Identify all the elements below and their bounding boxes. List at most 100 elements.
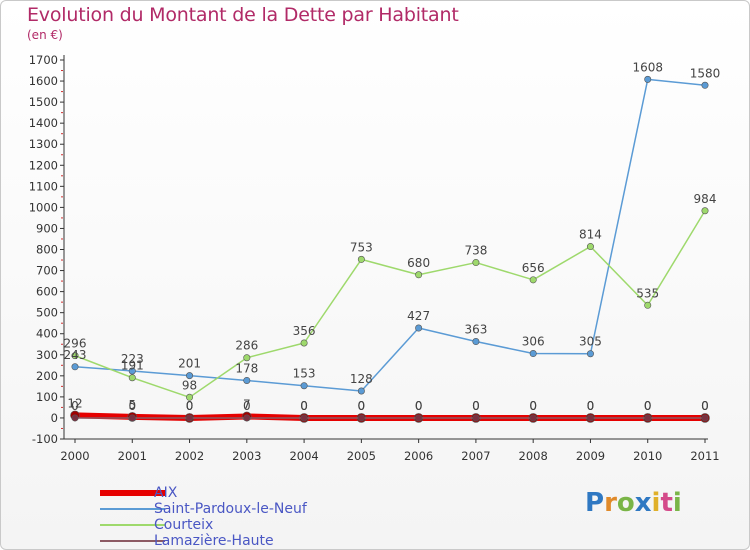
data-point [415, 324, 423, 332]
data-label: 306 [522, 335, 545, 349]
data-label: 1608 [632, 60, 663, 74]
data-point [472, 414, 480, 422]
y-tick-label: 1500 [29, 95, 58, 109]
data-label: 356 [293, 324, 316, 338]
x-tick-label: 2005 [347, 449, 376, 463]
logo-letter: i [651, 488, 661, 518]
data-point [186, 372, 194, 380]
data-label: 0 [358, 399, 366, 413]
data-label: 0 [415, 399, 423, 413]
y-tick-label: 500 [36, 306, 58, 320]
data-label: 0 [186, 399, 194, 413]
y-tick-label: 700 [36, 264, 58, 278]
data-label: 153 [293, 367, 316, 381]
x-tick-label: 2011 [690, 449, 719, 463]
data-point [415, 414, 423, 422]
data-label: 656 [522, 261, 545, 275]
x-tick-label: 2006 [404, 449, 433, 463]
data-label: 191 [121, 359, 144, 373]
data-point [71, 363, 79, 371]
y-tick-label: 1400 [29, 116, 58, 130]
data-label: 98 [182, 378, 197, 392]
data-point [300, 414, 308, 422]
series-line [74, 210, 706, 399]
logo-letter: i [672, 488, 682, 518]
data-label: 296 [64, 337, 87, 351]
data-label: 0 [300, 399, 308, 413]
data-label: 7 [243, 397, 251, 411]
series-line [74, 78, 706, 392]
logo-letter: P [585, 488, 605, 518]
y-tick-label: 900 [36, 221, 58, 235]
logo-letter: r [604, 488, 617, 518]
y-tick-label: 200 [36, 369, 58, 383]
data-label: 305 [579, 335, 602, 349]
data-label: 5 [128, 398, 136, 412]
legend-swatch-courteix [100, 524, 165, 526]
x-tick-label: 2007 [461, 449, 490, 463]
data-label: 535 [636, 286, 659, 300]
data-point [71, 414, 79, 422]
y-tick-label: 1000 [29, 200, 58, 214]
legend-label: Courteix [154, 517, 214, 533]
legend-swatch-aix [100, 490, 165, 496]
data-label: 243 [64, 348, 87, 362]
data-label: 0 [243, 399, 251, 413]
y-tick-label: 0 [51, 411, 58, 425]
data-label: 427 [407, 309, 430, 323]
chart-subtitle: (en €) [27, 28, 63, 42]
data-label: 201 [178, 357, 201, 371]
data-label: 12 [67, 396, 82, 410]
x-tick-label: 2004 [289, 449, 318, 463]
data-label: 0 [472, 399, 480, 413]
legend-label: Saint-Pardoux-le-Neuf [154, 501, 307, 517]
data-point [644, 75, 652, 83]
data-point [243, 376, 251, 384]
data-label: 363 [464, 323, 487, 337]
data-point [701, 414, 709, 422]
data-label: 984 [694, 192, 717, 206]
data-label: 0 [587, 399, 595, 413]
y-tick-label: 1100 [29, 179, 58, 193]
y-tick-label: 400 [36, 327, 58, 341]
x-tick-label: 2002 [175, 449, 204, 463]
legend-label: AIX [154, 485, 178, 501]
data-label: 1580 [690, 66, 721, 80]
data-point [586, 243, 594, 251]
data-label: 0 [300, 399, 308, 413]
data-label: 128 [350, 372, 373, 386]
y-tick-label: 1600 [29, 74, 58, 88]
data-label: 753 [350, 240, 373, 254]
data-point [186, 393, 194, 401]
data-point [357, 387, 365, 395]
data-label: 223 [121, 352, 144, 366]
data-label: 0 [71, 399, 79, 413]
data-label: 286 [235, 339, 258, 353]
x-tick-label: 2008 [519, 449, 548, 463]
y-tick-label: 800 [36, 243, 58, 257]
data-point [529, 350, 537, 358]
data-point [186, 414, 194, 422]
y-tick-label: 1700 [29, 53, 58, 67]
data-point [701, 81, 709, 89]
data-label: 0 [186, 399, 194, 413]
data-label: 0 [128, 399, 136, 413]
data-point [644, 414, 652, 422]
x-tick-label: 2009 [576, 449, 605, 463]
data-point [357, 414, 365, 422]
data-label: 680 [407, 256, 430, 270]
x-tick-label: 2001 [118, 449, 147, 463]
data-label: 0 [701, 399, 709, 413]
y-tick-label: 600 [36, 285, 58, 299]
data-label: 0 [701, 399, 709, 413]
legend-label: Lamazière-Haute [154, 533, 274, 549]
data-label: 0 [644, 399, 652, 413]
data-point [71, 352, 79, 360]
legend-swatch-saint-pardoux [100, 508, 165, 510]
logo-letter: t [660, 488, 673, 518]
data-point [128, 374, 136, 382]
logo-letter: o [616, 488, 635, 518]
data-point [529, 276, 537, 284]
